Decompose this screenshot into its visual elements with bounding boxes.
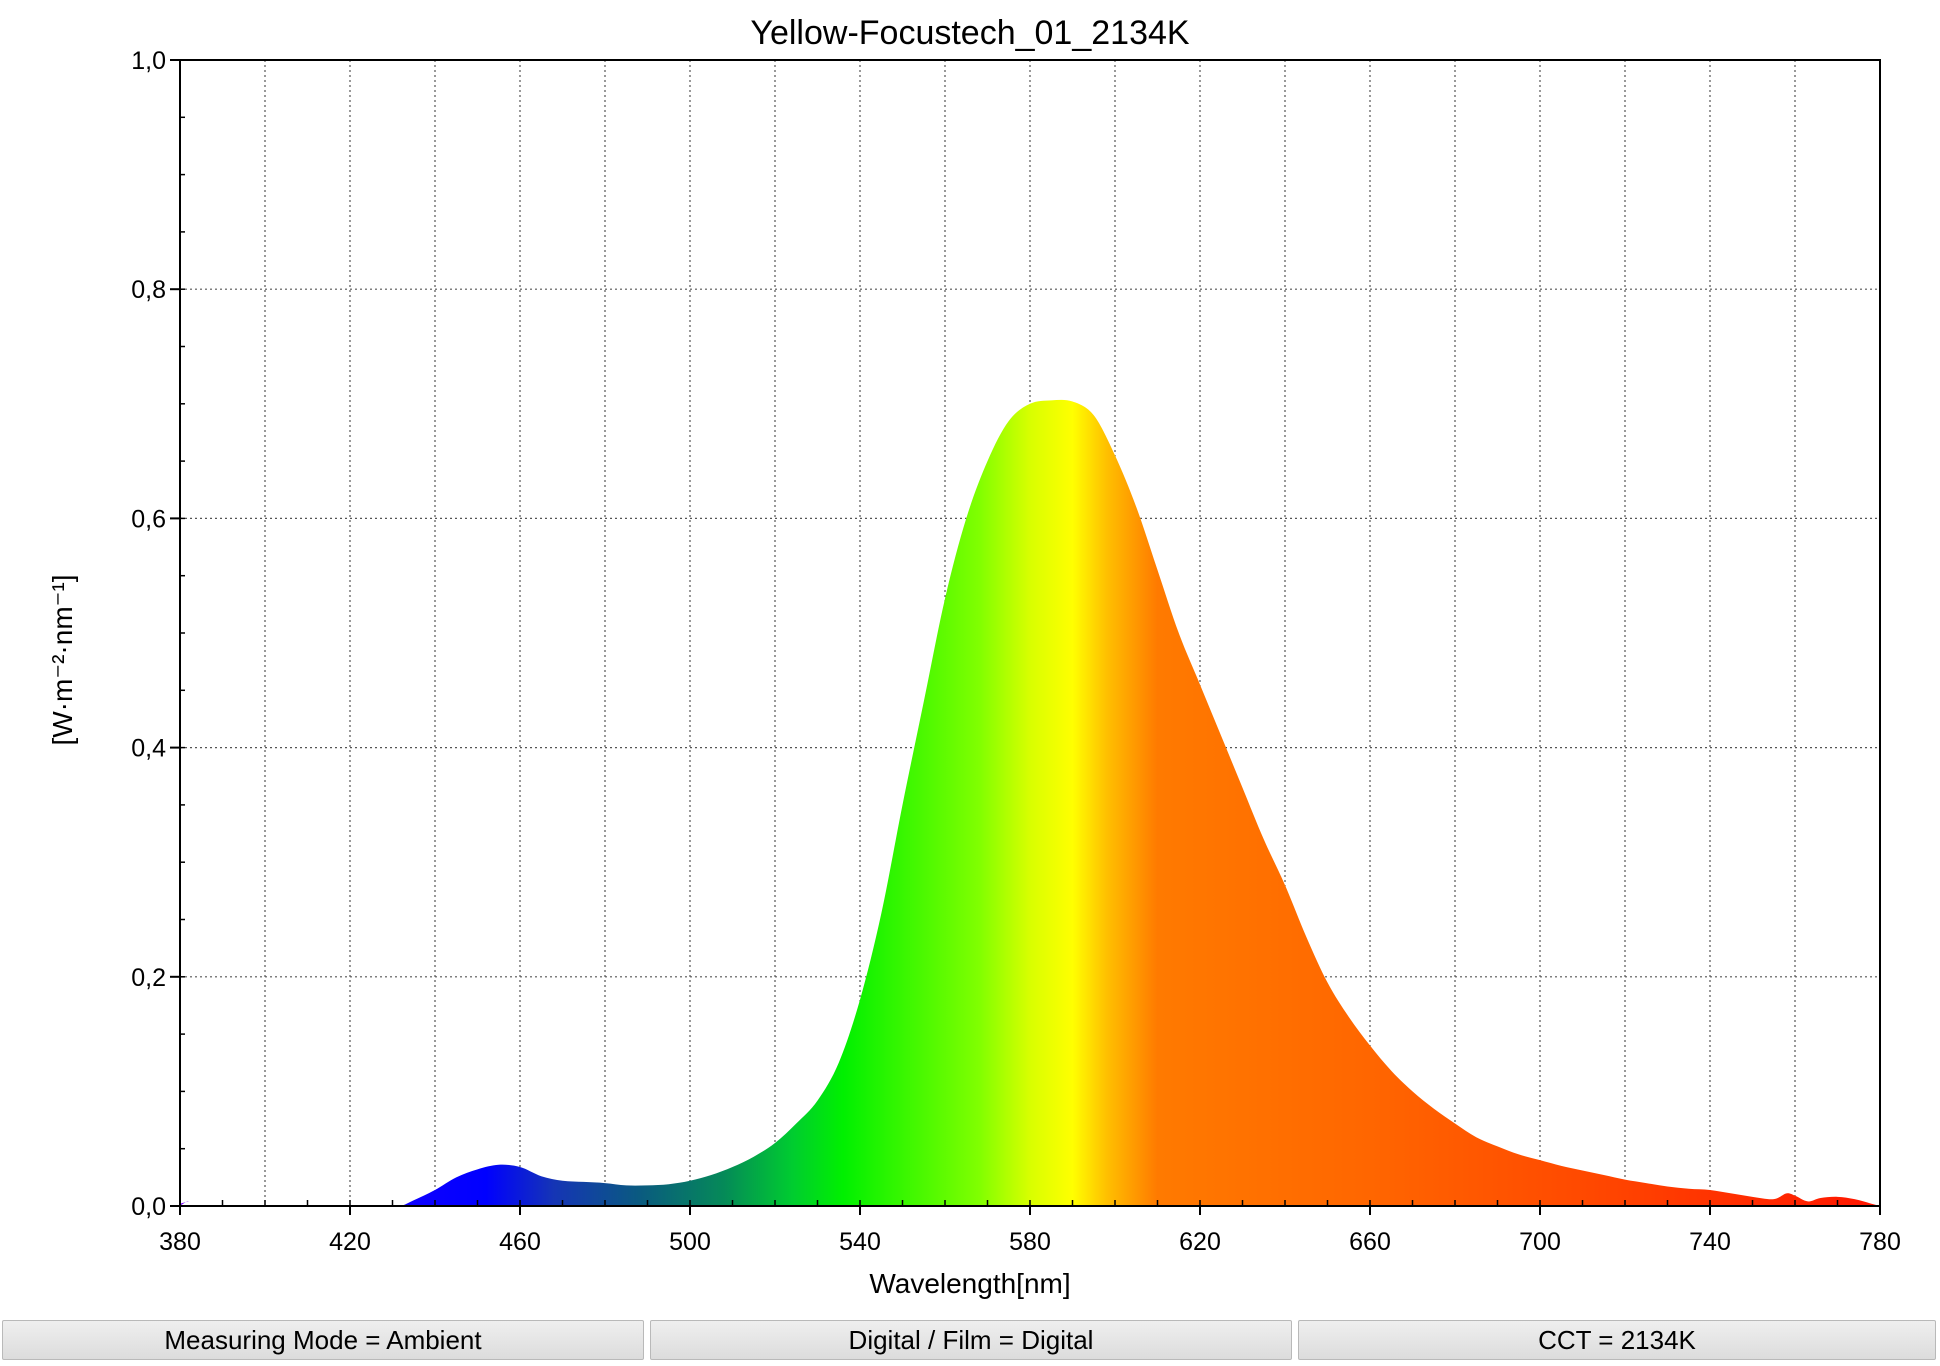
chart-title: Yellow-Focustech_01_2134K	[750, 14, 1189, 52]
status-bar: Measuring Mode = Ambient Digital / Film …	[0, 1316, 1940, 1362]
x-tick-label: 700	[1519, 1228, 1561, 1256]
x-tick-label: 780	[1859, 1228, 1901, 1256]
y-axis: 0,0 0,2 0,4 0,6 0,8 1,0	[131, 47, 185, 1221]
x-tick-label: 460	[499, 1228, 541, 1256]
x-tick-label: 420	[329, 1228, 371, 1256]
y-tick-label: 0,4	[131, 735, 166, 763]
y-tick-label: 0,2	[131, 964, 166, 992]
x-tick-label: 740	[1689, 1228, 1731, 1256]
y-tick-label: 0,6	[131, 505, 166, 533]
y-tick-label: 1,0	[131, 47, 166, 75]
x-axis-label: Wavelength[nm]	[869, 1268, 1070, 1299]
measuring-mode-status: Measuring Mode = Ambient	[2, 1320, 644, 1360]
x-axis: 380 420 460 500 540 580 620 660 700 740 780	[159, 1200, 1901, 1256]
x-tick-label: 500	[669, 1228, 711, 1256]
spectrum-area	[180, 399, 1880, 1207]
cct-status: CCT = 2134K	[1298, 1320, 1936, 1360]
x-tick-label: 580	[1009, 1228, 1051, 1256]
y-tick-label: 0,8	[131, 276, 166, 304]
y-axis-label: [W·m⁻²·nm⁻¹]	[47, 574, 78, 745]
x-tick-label: 620	[1179, 1228, 1221, 1256]
x-tick-label: 380	[159, 1228, 201, 1256]
y-tick-label: 0,0	[131, 1193, 166, 1221]
spectrum-chart: Yellow-Focustech_01_2134K 380 420 460 500 54…	[47, 14, 1901, 1299]
x-tick-label: 660	[1349, 1228, 1391, 1256]
digital-film-status: Digital / Film = Digital	[650, 1320, 1292, 1360]
x-tick-label: 540	[839, 1228, 881, 1256]
